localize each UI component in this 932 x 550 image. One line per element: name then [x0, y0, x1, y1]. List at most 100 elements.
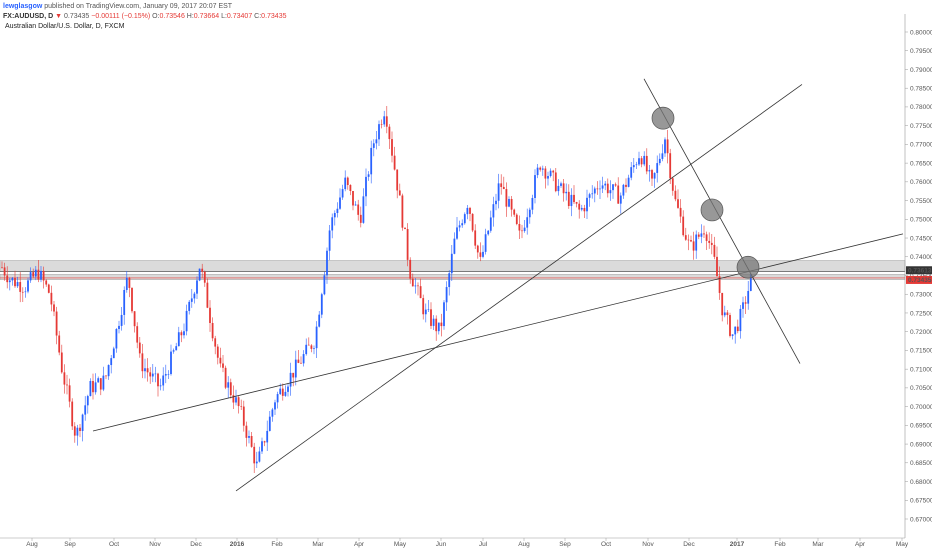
candle-up — [456, 227, 458, 239]
candle-down — [515, 214, 518, 224]
candle-down — [55, 311, 58, 336]
candle-down — [32, 272, 35, 277]
author-name[interactable]: lewglasgow — [3, 3, 43, 10]
candle-down — [705, 234, 708, 241]
candle-up — [658, 158, 661, 164]
candle-up — [84, 405, 87, 415]
candle-up — [266, 430, 269, 443]
candle-down — [744, 302, 747, 304]
price-labels: 0.73613 0.73435 — [906, 266, 932, 284]
candle-down — [73, 426, 76, 436]
published-info: published on TradingView.com, January 09… — [44, 3, 233, 10]
candle-up — [664, 139, 666, 154]
candle-up — [11, 277, 14, 281]
candle-down — [645, 155, 648, 172]
candle-up — [547, 176, 549, 179]
candle-down — [505, 189, 508, 207]
candle-down — [380, 124, 383, 125]
candle-up — [188, 301, 191, 311]
price-label-bg — [906, 266, 932, 275]
price-tick-label: 0.70000 — [910, 404, 932, 411]
candle-up — [367, 174, 370, 177]
candle-down — [136, 326, 139, 343]
candle-up — [588, 194, 591, 198]
candle-down — [131, 287, 133, 312]
price-tick-label: 0.71500 — [910, 348, 932, 355]
candle-down — [471, 213, 474, 231]
candle-down — [19, 282, 22, 292]
candle-up — [549, 170, 552, 177]
candle-up — [466, 207, 469, 215]
candle-down — [352, 190, 354, 206]
resistance-zone-1 — [0, 274, 906, 280]
price-tick-label: 0.74500 — [910, 235, 932, 242]
candle-up — [235, 397, 237, 403]
symbol-label[interactable]: FX:AUDUSD, D — [3, 13, 54, 20]
candle-down — [479, 252, 482, 257]
price-tick-label: 0.73000 — [910, 292, 932, 299]
candle-down — [562, 183, 565, 194]
price-tick-label: 0.75000 — [910, 217, 932, 224]
candle-up — [198, 268, 201, 281]
candle-up — [339, 197, 341, 209]
candle-up — [414, 285, 417, 287]
trendline-0 — [235, 84, 803, 492]
candle-down — [50, 292, 53, 305]
candle-down — [692, 241, 695, 251]
price-label-bg — [906, 275, 932, 284]
candle-down — [149, 372, 152, 377]
close-label: C: — [254, 13, 262, 20]
candle-up — [227, 382, 230, 388]
candle-up — [362, 196, 365, 223]
candle-up — [107, 365, 110, 377]
candle-up — [593, 188, 596, 194]
candle-down — [58, 335, 61, 353]
candle-down — [726, 312, 729, 316]
candle-down — [157, 373, 159, 387]
price-tick-label: 0.79000 — [910, 67, 932, 74]
candle-up — [123, 289, 126, 315]
candle-up — [508, 198, 510, 207]
candle-down — [404, 227, 406, 230]
candle-down — [419, 286, 422, 299]
candle-up — [739, 308, 742, 332]
candle-up — [118, 325, 120, 330]
circles-layer — [651, 106, 760, 279]
candles-layer — [1, 106, 752, 474]
candle-up — [599, 188, 601, 190]
low-label: L: — [221, 13, 227, 20]
candle-up — [274, 402, 276, 410]
candle-up — [557, 185, 560, 192]
candle-down — [68, 385, 71, 402]
candle-down — [346, 177, 349, 185]
candle-up — [643, 155, 646, 165]
candle-down — [37, 269, 40, 280]
time-tick-label: Oct — [109, 541, 119, 548]
time-tick-label: Feb — [271, 541, 283, 548]
candle-down — [713, 244, 716, 257]
candle-up — [495, 200, 497, 205]
candle-down — [544, 168, 547, 179]
candle-up — [453, 238, 456, 254]
candle-up — [279, 388, 282, 395]
candle-up — [661, 153, 664, 159]
candle-down — [409, 259, 412, 279]
candle-down — [578, 203, 581, 210]
candle-down — [105, 375, 107, 377]
time-tick-label: Jul — [479, 541, 488, 548]
candle-up — [742, 302, 744, 309]
candle-down — [640, 158, 643, 165]
candle-up — [125, 277, 128, 290]
candle-down — [307, 344, 310, 346]
time-tick-label: Nov — [642, 541, 654, 548]
high-label: H: — [186, 13, 194, 20]
candle-up — [196, 280, 198, 294]
candle-up — [258, 451, 261, 462]
candle-down — [237, 397, 240, 407]
candle-up — [183, 331, 185, 336]
candle-down — [500, 183, 503, 187]
candle-down — [521, 230, 523, 232]
candle-up — [489, 217, 492, 231]
candle-down — [242, 406, 245, 426]
